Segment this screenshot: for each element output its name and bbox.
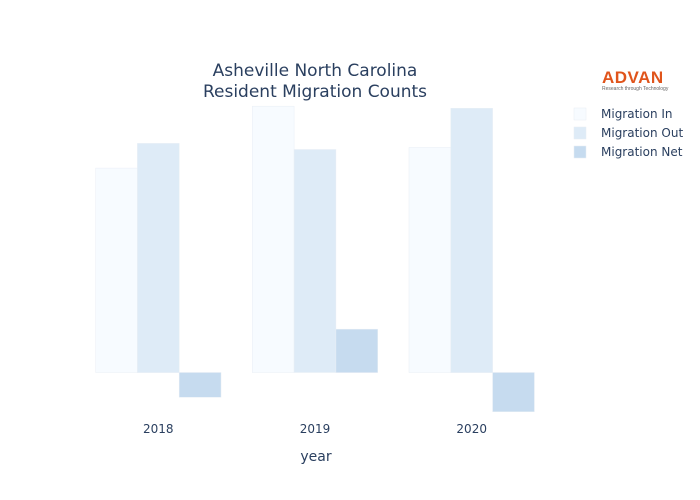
bar-migration-net-2020[interactable]: [492, 372, 535, 412]
x-tick-label-2018: 2018: [143, 422, 174, 436]
advan-logo-tagline: Research through Technology: [602, 86, 669, 92]
bar-migration-out-2018[interactable]: [137, 143, 180, 373]
advan-logo: ADVAN Research through Technology: [602, 68, 669, 92]
chart-title-line-1: Asheville North Carolina: [213, 61, 418, 81]
chart-title-line-2: Resident Migration Counts: [203, 82, 427, 102]
bar-migration-net-2019[interactable]: [335, 328, 378, 373]
x-tick-labels: 2018 2019 2020: [143, 422, 487, 436]
chart-title: Asheville North Carolina Resident Migrat…: [203, 61, 427, 102]
bars-group: [95, 105, 535, 412]
bar-migration-in-2020[interactable]: [408, 147, 452, 373]
legend-label-migration-net[interactable]: Migration Net: [601, 145, 683, 159]
bar-migration-out-2020[interactable]: [450, 108, 493, 373]
legend-swatch-migration-net[interactable]: [573, 145, 587, 159]
bar-migration-net-2018[interactable]: [178, 372, 222, 398]
bar-migration-in-2018[interactable]: [95, 167, 138, 373]
x-tick-label-2020: 2020: [456, 422, 487, 436]
x-axis-title: year: [300, 449, 331, 465]
legend-swatch-migration-out[interactable]: [573, 126, 587, 140]
legend-swatch-migration-in[interactable]: [573, 107, 587, 121]
bar-migration-in-2019[interactable]: [252, 105, 295, 373]
legend-label-migration-in[interactable]: Migration In: [601, 107, 673, 121]
legend-label-migration-out[interactable]: Migration Out: [601, 126, 683, 140]
legend: Migration In Migration Out Migration Net: [573, 107, 683, 159]
bar-migration-out-2019[interactable]: [293, 149, 337, 373]
x-tick-label-2019: 2019: [300, 422, 331, 436]
advan-logo-wordmark: ADVAN: [602, 68, 664, 87]
